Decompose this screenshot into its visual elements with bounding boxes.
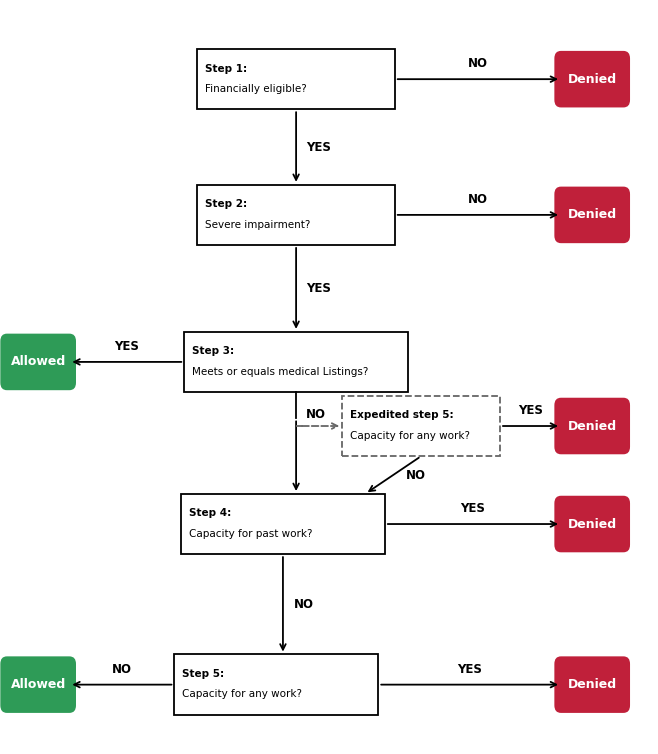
Text: Denied: Denied [568, 419, 617, 433]
Bar [342, 396, 500, 456]
Text: Capacity for any work?: Capacity for any work? [182, 689, 302, 700]
Text: NO: NO [468, 57, 488, 70]
Text: Step 3:: Step 3: [192, 346, 234, 357]
FancyBboxPatch shape [1, 656, 76, 713]
Text: Allowed: Allowed [11, 355, 66, 369]
Text: Allowed: Allowed [11, 678, 66, 691]
Bar [181, 494, 385, 554]
FancyBboxPatch shape [554, 656, 630, 713]
Text: Capacity for any work?: Capacity for any work? [350, 431, 470, 441]
Text: NO: NO [468, 193, 488, 206]
Text: Severe impairment?: Severe impairment? [205, 219, 311, 230]
Text: Step 1:: Step 1: [205, 63, 247, 74]
Text: Step 2:: Step 2: [205, 199, 247, 210]
Text: NO: NO [306, 408, 326, 421]
FancyBboxPatch shape [1, 333, 76, 391]
Text: Denied: Denied [568, 678, 617, 691]
Text: Financially eligible?: Financially eligible? [205, 84, 307, 94]
Text: Step 4:: Step 4: [189, 508, 231, 519]
Text: YES: YES [307, 140, 332, 154]
Text: Denied: Denied [568, 72, 617, 86]
Text: Expedited step 5:: Expedited step 5: [350, 410, 453, 421]
Bar [174, 654, 378, 715]
FancyBboxPatch shape [554, 496, 630, 552]
FancyBboxPatch shape [554, 398, 630, 454]
Bar [197, 185, 395, 245]
Text: Meets or equals medical Listings?: Meets or equals medical Listings? [192, 366, 368, 377]
Text: YES: YES [114, 340, 139, 353]
Text: NO: NO [293, 598, 313, 611]
FancyBboxPatch shape [554, 187, 630, 243]
Text: NO: NO [112, 663, 132, 676]
Text: Capacity for past work?: Capacity for past work? [189, 529, 313, 539]
Bar [184, 332, 408, 392]
Text: NO: NO [406, 468, 426, 482]
Bar [197, 49, 395, 109]
Text: YES: YES [461, 502, 486, 515]
Text: Denied: Denied [568, 517, 617, 531]
FancyBboxPatch shape [554, 51, 630, 107]
Text: Step 5:: Step 5: [182, 669, 224, 679]
Text: YES: YES [457, 663, 482, 676]
Text: YES: YES [307, 282, 332, 295]
Text: YES: YES [518, 404, 543, 417]
Text: Denied: Denied [568, 208, 617, 222]
